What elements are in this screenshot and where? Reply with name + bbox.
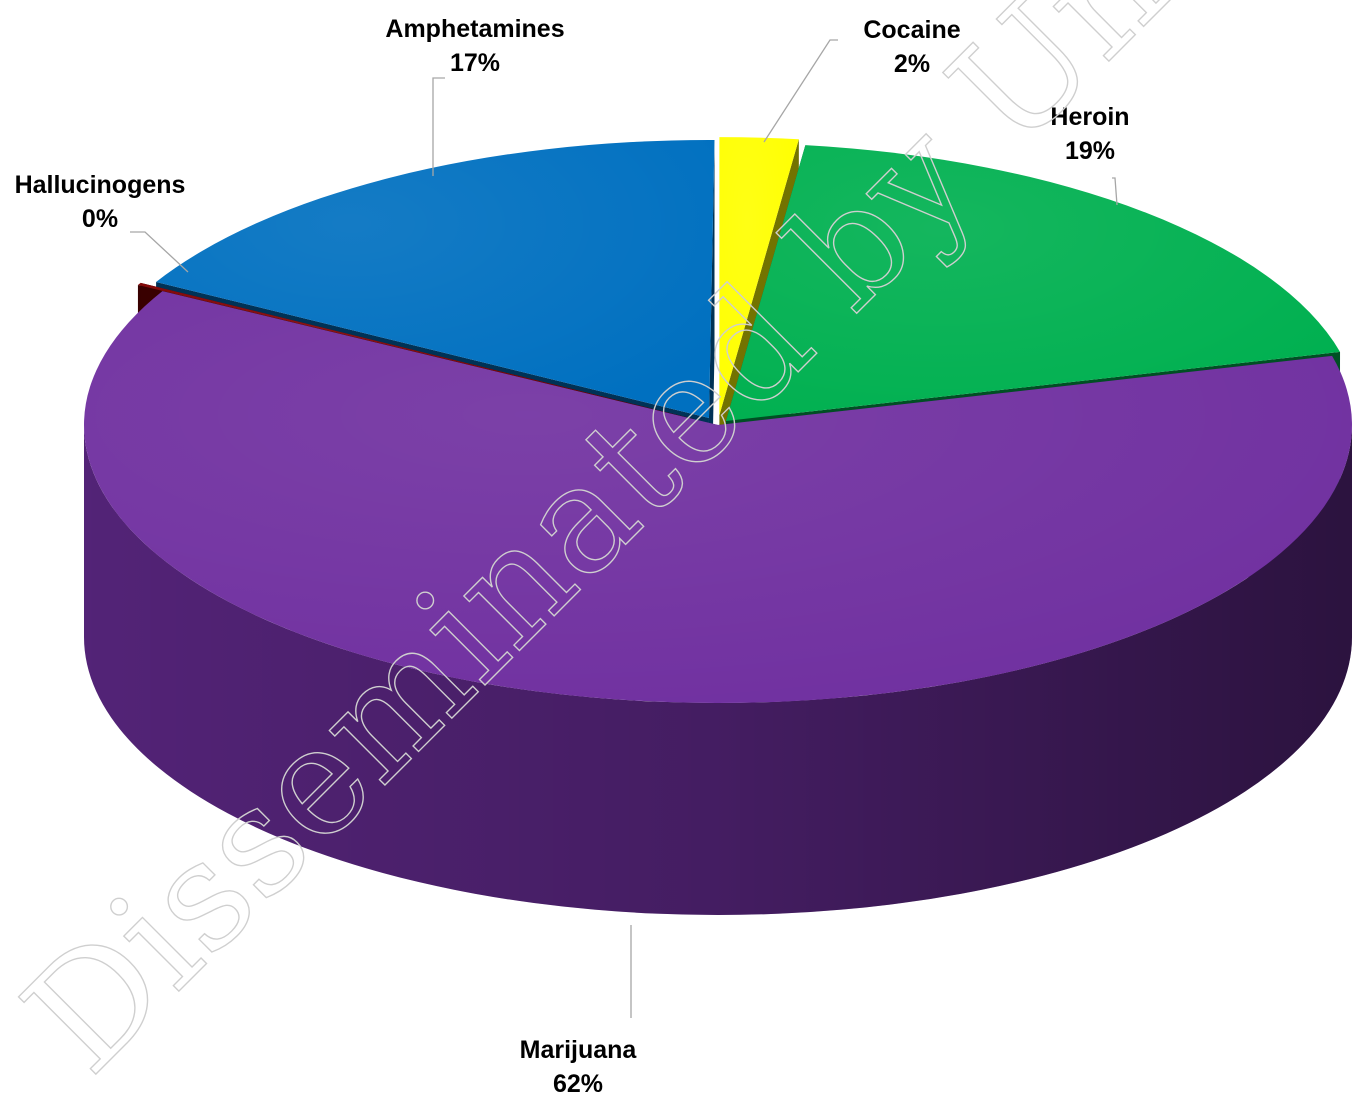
slice-marijuana-side-shade bbox=[84, 425, 1352, 915]
slice-heroin-sheen bbox=[725, 145, 1341, 421]
leader-lines bbox=[130, 39, 1118, 1018]
slice-amphetamines-sheen bbox=[156, 139, 715, 418]
slice-marijuana-sheen bbox=[84, 291, 1352, 704]
data-label-marijuana: Marijuana 62% bbox=[520, 1036, 638, 1098]
leader-line-hallucinogens bbox=[130, 231, 189, 273]
data-labels: Cocaine 2% Heroin 19% Marijuana 62% Hallucinog… bbox=[15, 15, 1130, 1098]
leader-line-heroin bbox=[1112, 177, 1118, 206]
data-label-cocaine: Cocaine 2% bbox=[863, 16, 960, 78]
pie-sides bbox=[84, 137, 1352, 915]
data-label-heroin: Heroin 19% bbox=[1050, 103, 1129, 165]
slice-cocaine-sheen bbox=[719, 137, 799, 416]
slice-hallucinogens-sheen bbox=[137, 282, 694, 419]
data-label-marijuana-percent: 62% bbox=[553, 1070, 603, 1098]
data-label-marijuana-category: Marijuana bbox=[520, 1036, 638, 1064]
leader-line-amphetamines bbox=[432, 77, 445, 176]
data-label-cocaine-category: Cocaine bbox=[863, 16, 960, 44]
leader-line-cocaine bbox=[763, 39, 838, 143]
data-label-amphetamines: Amphetamines 17% bbox=[385, 15, 564, 77]
data-label-hallucinogens-category: Hallucinogens bbox=[15, 171, 186, 199]
data-label-heroin-percent: 19% bbox=[1065, 137, 1115, 165]
data-label-amphetamines-category: Amphetamines bbox=[385, 15, 564, 43]
data-label-hallucinogens-percent: 0% bbox=[82, 205, 118, 233]
data-label-heroin-category: Heroin bbox=[1050, 103, 1129, 131]
data-label-cocaine-percent: 2% bbox=[894, 50, 930, 78]
slice-marijuana bbox=[84, 291, 1352, 915]
data-label-amphetamines-percent: 17% bbox=[450, 49, 500, 77]
data-label-hallucinogens: Hallucinogens 0% bbox=[15, 171, 186, 233]
